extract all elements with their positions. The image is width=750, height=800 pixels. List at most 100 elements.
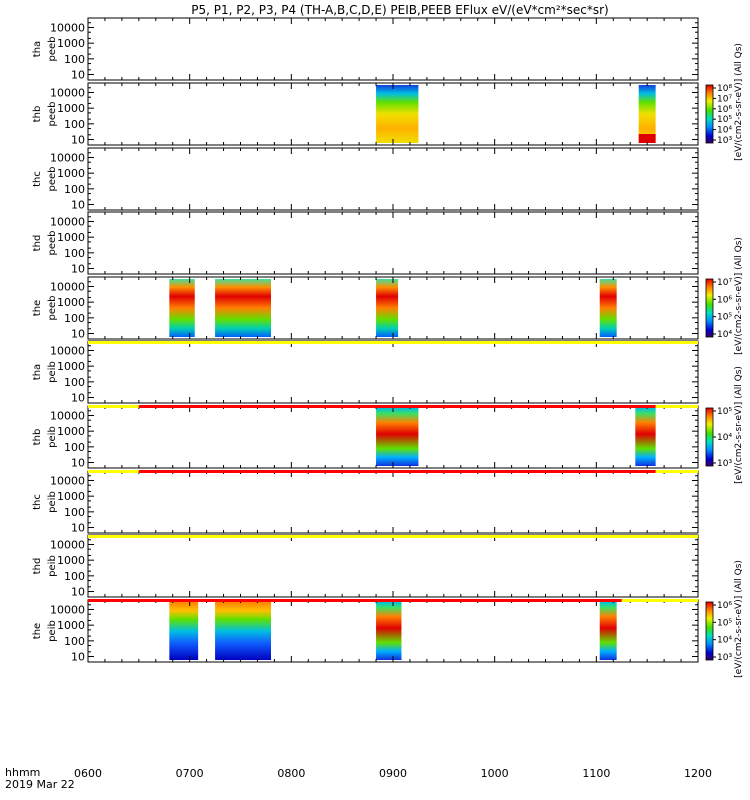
- panel-label-probe-3: thd: [32, 235, 43, 252]
- y-tick-label-3-0: 10: [71, 263, 85, 276]
- spectrogram-block-4-2: [376, 279, 399, 337]
- panel-frame-7: [87, 470, 699, 534]
- mode-bar-4-1: [621, 599, 698, 602]
- y-tick-label-8-2: 1000: [57, 554, 85, 567]
- y-tick-label-7-1: 100: [64, 506, 85, 519]
- y-tick-label-8-0: 10: [71, 586, 85, 599]
- colorbar-tick-label-0-0: 10³: [717, 136, 732, 146]
- colorbar-tick-label-0-2: 10⁵: [717, 115, 732, 125]
- panel-label-probe-1: thb: [32, 106, 43, 123]
- y-tick-label-2-2: 1000: [57, 167, 85, 180]
- panel-frame-0: [87, 17, 699, 81]
- y-tick-label-2-0: 10: [71, 199, 85, 212]
- y-tick-label-5-0: 10: [71, 392, 85, 405]
- panel-8: 10 100 1000 10000 thd peib: [32, 534, 699, 599]
- y-tick-label-7-3: 10000: [50, 474, 85, 487]
- x-tick-label-5: 1100: [582, 767, 610, 780]
- panel-label-instrument-3: peeb: [47, 231, 58, 256]
- panel-label-instrument-8: peib: [47, 555, 58, 577]
- spectrogram-block-9-2: [376, 602, 402, 660]
- spectrogram-block-4-3: [599, 279, 617, 337]
- y-tick-label-0-3: 10000: [50, 21, 85, 34]
- y-tick-label-0-0: 10: [71, 69, 85, 82]
- x-tick-label-3: 0900: [379, 767, 407, 780]
- colorbar-tick-label-0-1: 10⁴: [717, 126, 732, 136]
- y-tick-label-5-1: 100: [64, 376, 85, 389]
- mode-bar-4-0: [88, 599, 622, 602]
- colorbar-0: [705, 84, 714, 144]
- colorbar-tick-label-3-0: 10³: [717, 653, 732, 663]
- y-tick-label-1-0: 10: [71, 134, 85, 147]
- y-tick-label-4-3: 10000: [50, 280, 85, 293]
- panel-label-probe-4: the: [32, 300, 43, 316]
- panel-frame-2: [87, 147, 699, 211]
- panel-label-probe-2: thc: [32, 171, 43, 187]
- panel-label-probe-9: the: [32, 623, 43, 639]
- spectrogram-block-9-3: [599, 602, 617, 660]
- y-tick-label-9-1: 100: [64, 635, 85, 648]
- y-tick-label-1-1: 100: [64, 118, 85, 131]
- panel-frame-5: [87, 340, 699, 404]
- plot-title: P5, P1, P2, P3, P4 (TH-A,B,C,D,E) PEIB,P…: [191, 3, 608, 17]
- colorbar-tick-label-0-5: 10⁸: [717, 84, 732, 94]
- panel-label-instrument-6: peib: [47, 426, 58, 448]
- spectrogram-lowband-1-1: [638, 134, 656, 143]
- panel-label-probe-7: thc: [32, 494, 43, 510]
- panel-2: 10 100 1000 10000 thc peeb: [32, 147, 699, 212]
- colorbar-tick-label-1-2: 10⁶: [717, 295, 732, 305]
- y-tick-label-7-2: 1000: [57, 490, 85, 503]
- panel-label-probe-6: thb: [32, 429, 43, 446]
- y-tick-label-8-1: 100: [64, 570, 85, 583]
- panel-0: 10 100 1000 10000 tha peeb: [32, 17, 699, 82]
- y-tick-label-3-2: 1000: [57, 231, 85, 244]
- y-tick-label-2-1: 100: [64, 183, 85, 196]
- mode-bars-group: [88, 341, 698, 602]
- colorbar-tick-label-0-3: 10⁶: [717, 105, 732, 115]
- panel-label-instrument-0: peeb: [47, 37, 58, 62]
- spectrogram-block-9-0: [169, 602, 199, 660]
- y-tick-label-4-0: 10: [71, 328, 85, 341]
- panel-6: 10 100 1000 10000 thb peib: [32, 405, 699, 470]
- x-axis: 0600 0700 0800 0900 1000 1100 1200: [74, 767, 712, 780]
- panel-5: 10 100 1000 10000 tha peib: [32, 340, 699, 405]
- panel-label-instrument-5: peib: [47, 361, 58, 383]
- colorbar-label-0: [eV/(cm2-s-sr-eV)] (All Qs): [734, 43, 744, 161]
- panel-4: 10 100 1000 10000 the peeb: [32, 276, 699, 341]
- y-tick-label-6-2: 1000: [57, 425, 85, 438]
- colorbar-tick-label-1-0: 10⁴: [717, 330, 732, 340]
- x-tick-label-0: 0600: [74, 767, 102, 780]
- colorbar-tick-label-2-0: 10³: [717, 459, 732, 469]
- panel-frame-8: [87, 534, 699, 598]
- x-tick-label-1: 0700: [176, 767, 204, 780]
- y-tick-label-8-3: 10000: [50, 538, 85, 551]
- x-tick-label-6: 1200: [684, 767, 712, 780]
- colorbar-label-1: [eV/(cm2-s-sr-eV)] (All Qs): [734, 237, 744, 355]
- colorbar-tick-label-3-1: 10⁴: [717, 636, 732, 646]
- mode-bar-2-2: [655, 470, 698, 473]
- panel-frame-3: [87, 211, 699, 275]
- spectrogram-block-4-0: [169, 279, 195, 337]
- mode-bar-1-0: [88, 405, 139, 408]
- y-tick-label-6-1: 100: [64, 441, 85, 454]
- panel-label-instrument-4: peeb: [47, 296, 58, 321]
- colorbar-tick-label-1-3: 10⁷: [717, 278, 732, 288]
- y-tick-label-1-3: 10000: [50, 86, 85, 99]
- y-tick-label-0-1: 100: [64, 53, 85, 66]
- x-tick-label-4: 1000: [481, 767, 509, 780]
- y-tick-label-9-0: 10: [71, 651, 85, 664]
- spectrogram-block-6-1: [635, 408, 656, 466]
- spectrogram-block-6-0: [376, 408, 419, 466]
- panel-label-instrument-9: peib: [47, 620, 58, 642]
- mode-bar-3-0: [88, 535, 698, 538]
- colorbar-tick-label-2-1: 10⁴: [717, 433, 732, 443]
- y-tick-label-9-2: 1000: [57, 619, 85, 632]
- colorbar-2: [705, 407, 714, 467]
- y-tick-label-6-0: 10: [71, 457, 85, 470]
- panel-1: 10 100 1000 10000 thb peeb: [32, 82, 699, 147]
- mode-bar-2-0: [88, 470, 139, 473]
- y-tick-label-7-0: 10: [71, 522, 85, 535]
- panel-label-probe-0: tha: [32, 41, 43, 57]
- mode-bar-1-2: [655, 405, 698, 408]
